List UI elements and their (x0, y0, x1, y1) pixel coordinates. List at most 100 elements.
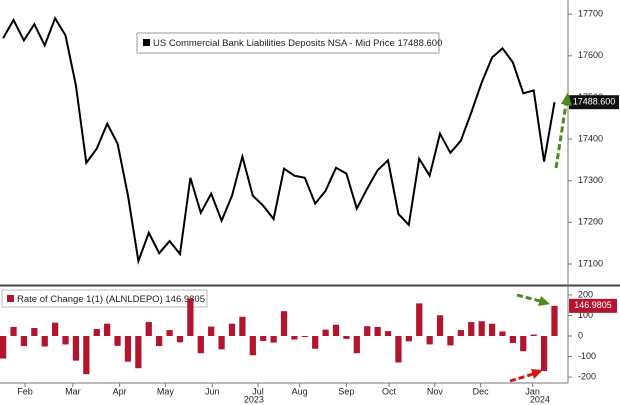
x-tick-label: Jan (525, 386, 540, 396)
bar (478, 321, 485, 337)
last-value-box (569, 298, 617, 313)
bar (52, 322, 59, 337)
bar (332, 324, 340, 337)
x-tick-label: Oct (382, 386, 397, 396)
annotation-arrows (509, 92, 572, 383)
bar (374, 326, 381, 337)
arrow-red (509, 372, 534, 383)
y-tick-label: 17100 (578, 258, 603, 268)
legend-swatch (7, 295, 14, 302)
y-tick-label: 17700 (578, 9, 603, 19)
bar (416, 303, 423, 337)
y-tick-label: 17600 (578, 50, 603, 60)
bar (395, 336, 402, 363)
x-tick-label: Dec (473, 386, 490, 396)
y-tick-label: -100 (578, 351, 596, 361)
bar (10, 326, 17, 337)
bar (301, 336, 308, 338)
x-year-label: 2024 (530, 394, 550, 404)
bar (291, 336, 298, 340)
bar (405, 336, 412, 342)
arrow-head (531, 369, 543, 379)
x-tick-label: Jul (252, 386, 264, 396)
last-value-box (569, 95, 619, 110)
x-tick-label: Aug (292, 386, 308, 396)
last-value-label: 17488.600 (573, 97, 616, 107)
bar (322, 329, 329, 337)
legend-label: US Commercial Bank Liabilities Deposits … (153, 38, 442, 49)
x-tick-label: May (157, 386, 175, 396)
bar (20, 336, 28, 347)
bar (364, 326, 371, 337)
bar (312, 336, 319, 349)
bar (499, 331, 506, 337)
price-line (2, 16, 556, 266)
bar (457, 330, 464, 337)
y-tick-label: 17300 (578, 175, 603, 185)
arrow-head (538, 296, 550, 306)
y-tick-label: 0 (578, 330, 583, 340)
bar (197, 336, 204, 354)
bar (62, 336, 69, 345)
bar (520, 336, 527, 352)
bar (260, 336, 267, 341)
x-tick-label: Mar (65, 386, 81, 396)
x-tick-label: Jun (205, 386, 220, 396)
bar (540, 336, 548, 372)
bottom-legend: Rate of Change 1(1) (ALNLDEPO) 146.9805 (1, 289, 208, 308)
y-tick-label: 200 (578, 289, 593, 299)
x-tick-label: Apr (113, 386, 127, 396)
arrow-green (516, 293, 541, 303)
last-value-label: 146.9805 (574, 300, 612, 310)
bar (343, 336, 350, 339)
bar (114, 336, 121, 346)
bar (509, 336, 516, 343)
top-legend: US Commercial Bank Liabilities Deposits … (136, 32, 442, 54)
legend-label: Rate of Change 1(1) (ALNLDEPO) 146.9805 (17, 294, 205, 305)
bar (72, 336, 80, 361)
y-tick-label: -200 (578, 371, 596, 381)
y-tick-label: 100 (578, 310, 593, 320)
bar (488, 323, 496, 337)
x-tick-label: Nov (427, 386, 444, 396)
bar (436, 315, 444, 337)
bar (384, 331, 392, 337)
bar (31, 328, 38, 337)
legend-box (1, 289, 208, 308)
arrow-green-up (554, 103, 568, 169)
x-tick-label: Sep (338, 386, 354, 396)
y-tick-label: 17200 (578, 217, 603, 227)
bar (447, 336, 454, 346)
bar (426, 336, 433, 345)
bar (249, 336, 256, 356)
bar (135, 336, 142, 369)
price-panel: 1710017200173001740017500176001770017488… (2, 9, 619, 268)
bar (530, 334, 537, 337)
x-year-label: 2023 (244, 394, 264, 404)
legend-swatch (143, 39, 150, 46)
bar (280, 311, 288, 337)
bar (353, 336, 360, 354)
bar (166, 330, 173, 337)
bar (551, 305, 558, 337)
bar (145, 322, 152, 337)
bar (208, 326, 215, 337)
bar (239, 316, 246, 337)
bar (270, 336, 277, 343)
bar (83, 336, 90, 375)
bar (0, 336, 7, 359)
bar (41, 336, 48, 347)
bar (228, 323, 236, 337)
bar (104, 323, 111, 337)
bar (124, 336, 132, 362)
arrow-head (561, 92, 572, 106)
bar (176, 336, 184, 343)
y-tick-label: 17400 (578, 133, 603, 143)
bar (156, 336, 163, 347)
bar (218, 336, 225, 350)
x-tick-label: Feb (17, 386, 33, 396)
legend-box (136, 32, 440, 54)
